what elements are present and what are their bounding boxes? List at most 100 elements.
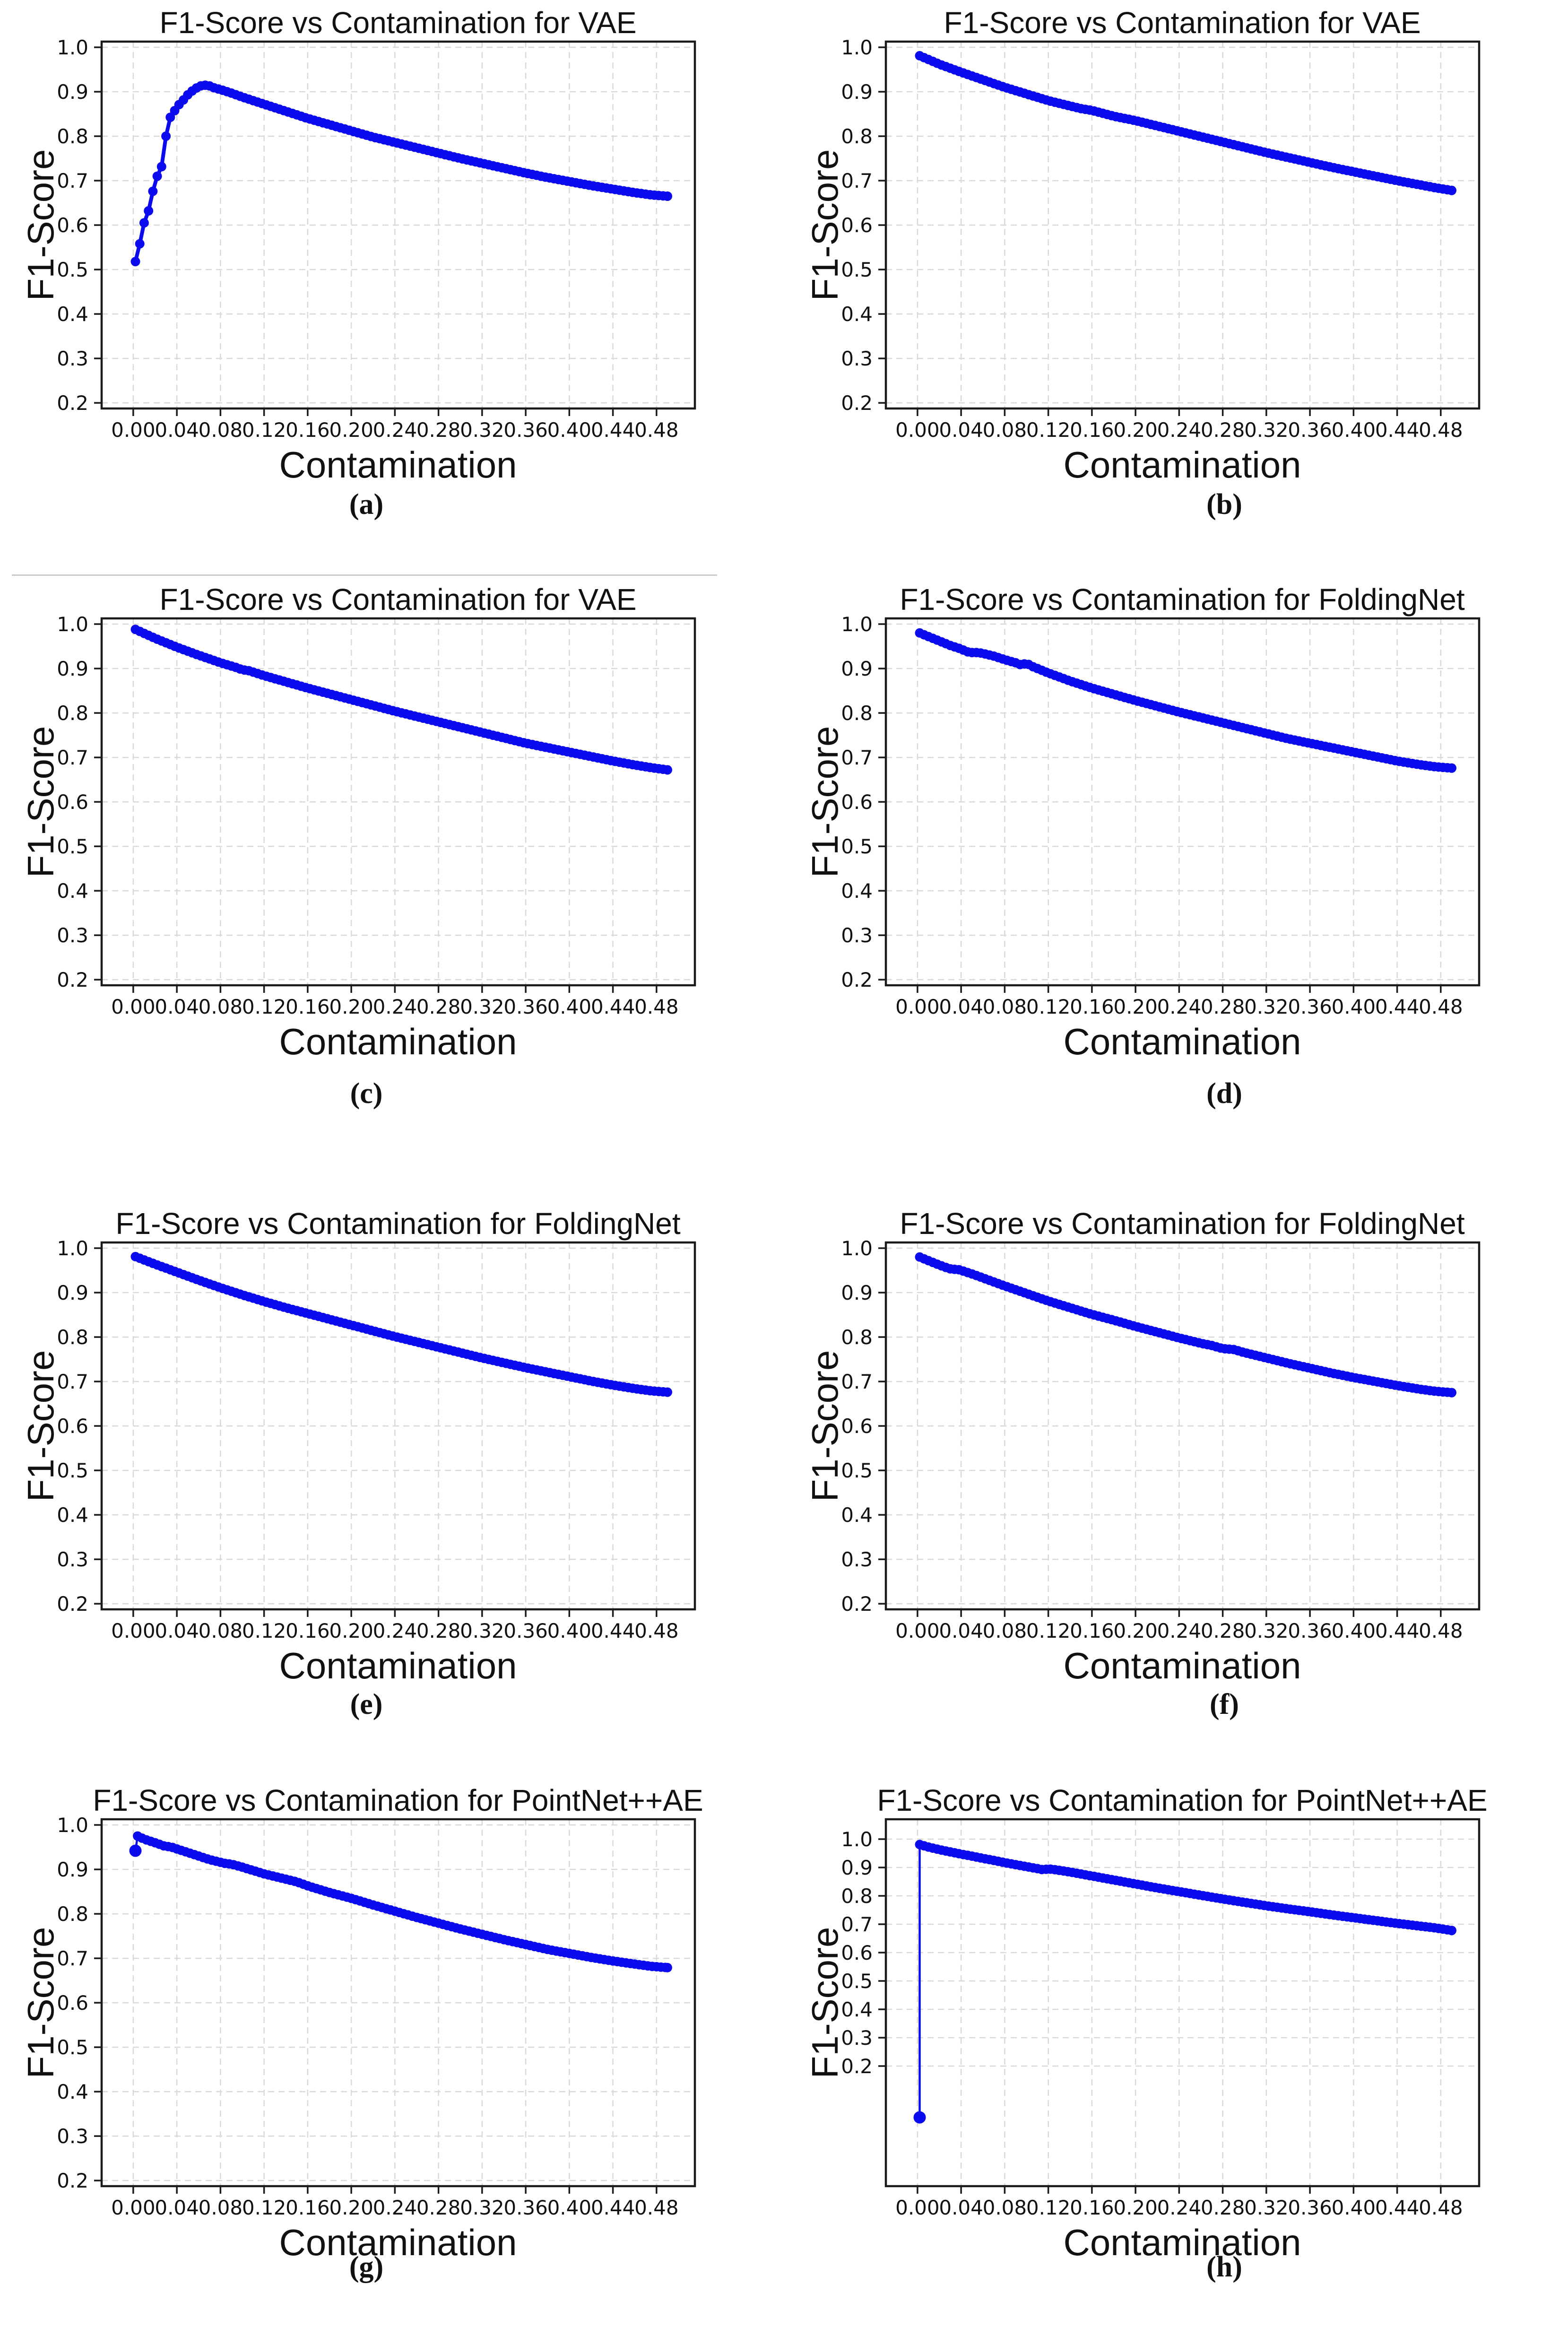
x-tick-label: 0.16 bbox=[1070, 1619, 1114, 1642]
y-tick-label: 0.3 bbox=[841, 1548, 873, 1571]
x-tick-label: 0.00 bbox=[895, 418, 940, 442]
y-tick-label: 0.5 bbox=[841, 835, 873, 858]
panel-a: F1-Score vs Contamination for VAE 0.00 0.… bbox=[0, 0, 784, 567]
y-tick-label: 0.4 bbox=[841, 303, 873, 326]
y-axis-label: F1-Score bbox=[804, 726, 846, 878]
x-tick-label: 0.20 bbox=[1113, 418, 1158, 442]
y-tick-label: 0.6 bbox=[57, 790, 88, 814]
y-axis-label: F1-Score bbox=[20, 1350, 61, 1502]
x-tick-label: 0.24 bbox=[1157, 995, 1202, 1018]
y-tick-label: 1.0 bbox=[57, 613, 88, 636]
chart-canvas-h: 0.000.040.080.120.160.200.240.280.320.36… bbox=[841, 1818, 1481, 2219]
y-tick-label: 0.8 bbox=[57, 702, 88, 725]
x-tick-label: 0.32 bbox=[460, 2196, 504, 2219]
y-axis-label: F1-Score bbox=[804, 1927, 846, 2079]
panel-letter: (h) bbox=[1206, 2251, 1242, 2283]
chart-title: F1-Score vs Contamination for PointNet++… bbox=[93, 1783, 703, 1817]
y-axis-label: F1-Score bbox=[804, 149, 846, 301]
chart-title: F1-Score vs Contamination for PointNet++… bbox=[877, 1783, 1488, 1817]
y-tick-label: 0.6 bbox=[841, 1415, 873, 1438]
x-tick-label: 0.12 bbox=[1026, 418, 1071, 442]
x-tick-label: 0.40 bbox=[1332, 1619, 1376, 1642]
y-tick-label: 0.7 bbox=[57, 1370, 88, 1393]
x-tick-label: 0.20 bbox=[329, 418, 373, 442]
x-tick-label: 0.28 bbox=[416, 1619, 461, 1642]
x-tick-label: 0.04 bbox=[155, 1619, 199, 1642]
panel-f: F1-Score vs Contamination for FoldingNet… bbox=[784, 1201, 1568, 1768]
y-tick-label: 0.8 bbox=[57, 1902, 88, 1926]
page-separator-line bbox=[12, 574, 717, 576]
x-tick-label: 0.28 bbox=[1201, 2196, 1245, 2219]
x-tick-label: 0.48 bbox=[1419, 418, 1463, 442]
y-tick-label: 0.8 bbox=[57, 1326, 88, 1349]
panel-g: F1-Score vs Contamination for PointNet++… bbox=[0, 1778, 784, 2345]
chart-canvas: 0.00 0.04 0.08 0.12 0.16 0.20 0.24 0.28 0.32 0.36… bbox=[784, 0, 1568, 563]
x-tick-label: 0.00 bbox=[111, 2196, 156, 2219]
y-tick-label: 0.3 bbox=[57, 347, 88, 370]
y-axis-label: F1-Score bbox=[20, 726, 61, 878]
y-tick-label: 0.4 bbox=[841, 879, 873, 903]
y-tick-label: 0.3 bbox=[841, 924, 873, 947]
y-tick-label: 0.7 bbox=[841, 169, 873, 192]
x-tick-label: 0.24 bbox=[373, 2196, 417, 2219]
x-tick-label: 0.00 bbox=[895, 995, 940, 1018]
y-tick-label: 0.6 bbox=[841, 790, 873, 814]
x-tick-label: 0.44 bbox=[1375, 995, 1420, 1018]
x-tick-label: 0.12 bbox=[242, 1619, 286, 1642]
x-axis-label: Contamination bbox=[1063, 2222, 1301, 2263]
panel-letter: (c) bbox=[350, 1077, 383, 1110]
x-tick-label: 0.00 bbox=[895, 1619, 940, 1642]
y-tick-label: 0.3 bbox=[57, 924, 88, 947]
y-tick-label: 0.6 bbox=[57, 214, 88, 237]
x-tick-label: 0.16 bbox=[286, 1619, 330, 1642]
panel-letter: (a) bbox=[349, 488, 384, 521]
f1-score-curve bbox=[133, 1254, 669, 1394]
x-tick-label: 0.32 bbox=[460, 1619, 504, 1642]
panel-h: F1-Score vs Contamination for PointNet++… bbox=[784, 1778, 1568, 2345]
x-tick-label: 0.48 bbox=[634, 995, 679, 1018]
x-tick-label: 0.32 bbox=[1244, 418, 1289, 442]
x-tick-label: 0.08 bbox=[983, 995, 1027, 1018]
y-tick-label: 0.6 bbox=[57, 1991, 88, 2015]
chart-title: F1-Score vs Contamination for FoldingNet bbox=[900, 1207, 1465, 1241]
x-tick-label: 0.08 bbox=[983, 418, 1027, 442]
y-tick-label: 0.4 bbox=[57, 2080, 88, 2103]
y-tick-label: 0.8 bbox=[841, 125, 873, 148]
x-tick-label: 0.04 bbox=[939, 418, 983, 442]
x-tick-label: 0.36 bbox=[503, 995, 548, 1018]
x-tick-label: 0.36 bbox=[503, 418, 548, 442]
chart-title: F1-Score vs Contamination for VAE bbox=[944, 6, 1421, 40]
x-tick-label: 0.48 bbox=[634, 418, 679, 442]
y-tick-label: 0.6 bbox=[841, 1941, 873, 1964]
y-tick-label: 1.0 bbox=[841, 1828, 873, 1851]
chart-canvas-e: 0.000.040.080.120.160.200.240.280.320.36… bbox=[57, 1237, 696, 1642]
x-tick-label: 0.12 bbox=[242, 2196, 286, 2219]
x-axis-label: Contamination bbox=[279, 2222, 517, 2263]
chart-title: F1-Score vs Contamination for VAE bbox=[159, 6, 637, 40]
y-tick-label: 0.4 bbox=[841, 1998, 873, 2021]
x-tick-label: 0.04 bbox=[939, 2196, 983, 2219]
x-tick-label: 0.28 bbox=[1201, 1619, 1245, 1642]
y-tick-label: 0.5 bbox=[57, 1459, 88, 1482]
x-tick-label: 0.32 bbox=[460, 418, 504, 442]
x-tick-label: 0.00 bbox=[111, 995, 156, 1018]
f1-score-curve bbox=[133, 83, 669, 264]
y-tick-label: 0.9 bbox=[841, 1856, 873, 1879]
chart-canvas-a: 0.000.040.080.120.160.200.240.280.320.36… bbox=[57, 36, 696, 442]
x-tick-label: 0.08 bbox=[199, 995, 243, 1018]
y-tick-label: 0.2 bbox=[57, 391, 88, 415]
panel-letter: (d) bbox=[1206, 1077, 1242, 1110]
y-tick-label: 0.5 bbox=[57, 2036, 88, 2059]
y-tick-label: 0.2 bbox=[57, 968, 88, 991]
x-tick-label: 0.16 bbox=[286, 995, 330, 1018]
x-axis-label: Contamination bbox=[279, 1645, 517, 1686]
x-tick-label: 0.24 bbox=[1157, 2196, 1202, 2219]
chart-canvas: 0.00 0.04 0.08 0.12 0.16 0.20 0.24 0.28 0.32 0.36… bbox=[0, 577, 784, 1139]
panel-d: F1-Score vs Contamination for FoldingNet… bbox=[784, 577, 1568, 1144]
y-tick-label: 0.5 bbox=[57, 835, 88, 858]
y-tick-label: 0.2 bbox=[841, 391, 873, 415]
x-tick-label: 0.08 bbox=[983, 2196, 1027, 2219]
x-tick-label: 0.44 bbox=[1375, 418, 1420, 442]
x-tick-label: 0.00 bbox=[111, 1619, 156, 1642]
y-axis-label: F1-Score bbox=[20, 1927, 61, 2079]
